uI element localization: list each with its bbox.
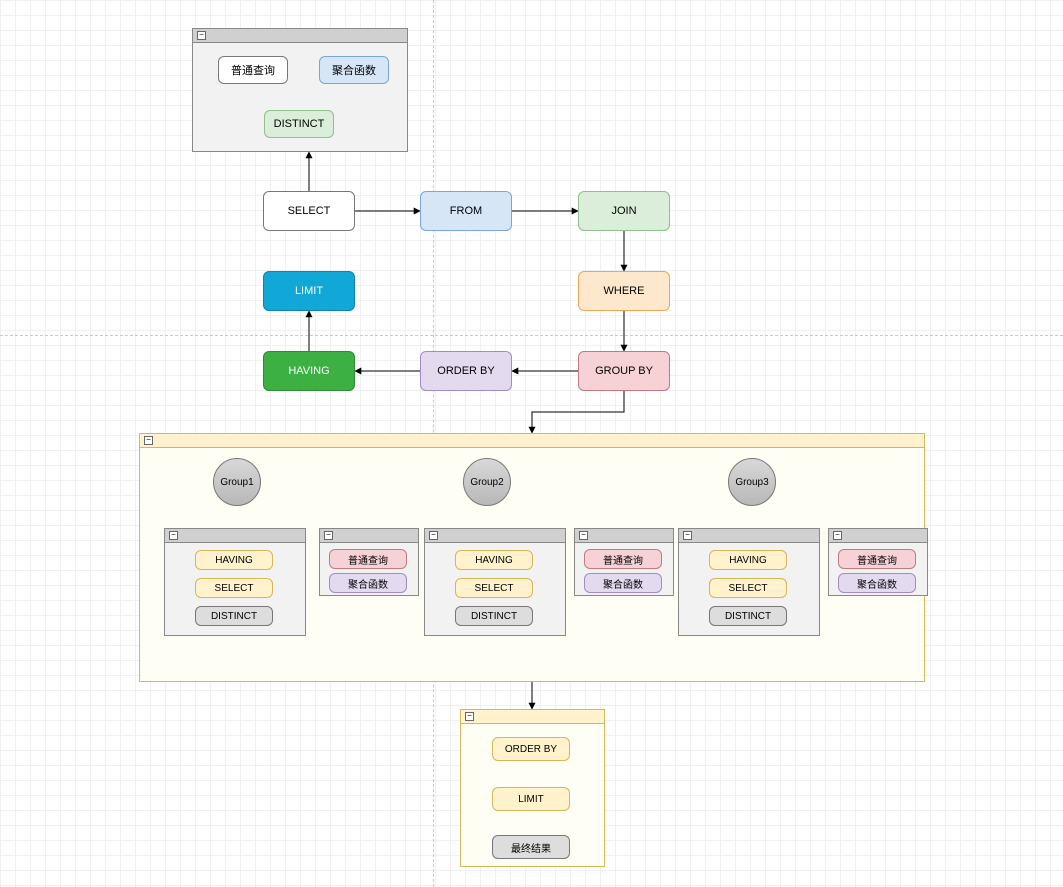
node-label: DISTINCT (471, 611, 517, 622)
node-bot_result[interactable]: 最终结果 (492, 835, 570, 859)
panel-titlebar: − (193, 29, 407, 43)
panel-titlebar: − (320, 529, 418, 543)
node-where[interactable]: WHERE (578, 271, 670, 311)
node-label: SELECT (729, 583, 768, 594)
node-label: WHERE (604, 285, 645, 297)
node-label: SELECT (288, 205, 331, 217)
node-g1_select[interactable]: SELECT (195, 578, 273, 598)
node-g3_having[interactable]: HAVING (709, 550, 787, 570)
node-label: HAVING (288, 365, 329, 377)
node-label: 聚合函数 (603, 576, 643, 591)
collapse-icon[interactable]: − (169, 531, 178, 540)
node-g2_select[interactable]: SELECT (455, 578, 533, 598)
node-select[interactable]: SELECT (263, 191, 355, 231)
collapse-icon[interactable]: − (833, 531, 842, 540)
group3-circle[interactable]: Group3 (728, 458, 776, 506)
node-g3_select[interactable]: SELECT (709, 578, 787, 598)
node-label: LIMIT (518, 794, 544, 805)
group2-circle[interactable]: Group2 (463, 458, 511, 506)
node-label: HAVING (215, 555, 253, 566)
group3-label: Group3 (735, 477, 768, 488)
node-g3_normal[interactable]: 普通查询 (838, 549, 916, 569)
node-limit[interactable]: LIMIT (263, 271, 355, 311)
panel-titlebar: − (575, 529, 673, 543)
group2-label: Group2 (470, 477, 503, 488)
collapse-icon[interactable]: − (683, 531, 692, 540)
node-label: 普通查询 (231, 62, 275, 78)
panel-titlebar: − (165, 529, 305, 543)
group1-circle[interactable]: Group1 (213, 458, 261, 506)
node-label: GROUP BY (595, 365, 653, 377)
node-label: 最终结果 (511, 840, 551, 855)
diagram-canvas[interactable]: − − − − − − − − − Group1 Group2 Group3 普… (0, 0, 1063, 887)
node-bot_orderby[interactable]: ORDER BY (492, 737, 570, 761)
panel-titlebar: − (425, 529, 565, 543)
node-g3_distinct[interactable]: DISTINCT (709, 606, 787, 626)
node-g3_agg[interactable]: 聚合函数 (838, 573, 916, 593)
collapse-icon[interactable]: − (144, 436, 153, 445)
node-orderby[interactable]: ORDER BY (420, 351, 512, 391)
node-g1_distinct[interactable]: DISTINCT (195, 606, 273, 626)
node-top_normal[interactable]: 普通查询 (218, 56, 288, 84)
node-label: DISTINCT (211, 611, 257, 622)
node-from[interactable]: FROM (420, 191, 512, 231)
node-label: JOIN (611, 205, 636, 217)
node-g2_having[interactable]: HAVING (455, 550, 533, 570)
node-label: LIMIT (295, 285, 323, 297)
node-g1_having[interactable]: HAVING (195, 550, 273, 570)
collapse-icon[interactable]: − (429, 531, 438, 540)
panel-titlebar: − (679, 529, 819, 543)
node-having[interactable]: HAVING (263, 351, 355, 391)
node-label: HAVING (475, 555, 513, 566)
node-join[interactable]: JOIN (578, 191, 670, 231)
collapse-icon[interactable]: − (324, 531, 333, 540)
collapse-icon[interactable]: − (197, 31, 206, 40)
node-top_distinct[interactable]: DISTINCT (264, 110, 334, 138)
node-label: 聚合函数 (332, 62, 376, 78)
panel-titlebar: − (140, 434, 924, 448)
panel-titlebar: − (829, 529, 927, 543)
node-label: HAVING (729, 555, 767, 566)
node-g2_distinct[interactable]: DISTINCT (455, 606, 533, 626)
node-label: 普通查询 (603, 552, 643, 567)
node-label: SELECT (475, 583, 514, 594)
node-g2_normal[interactable]: 普通查询 (584, 549, 662, 569)
node-label: 普通查询 (348, 552, 388, 567)
node-label: ORDER BY (437, 365, 494, 377)
node-g1_normal[interactable]: 普通查询 (329, 549, 407, 569)
panel-titlebar: − (461, 710, 604, 724)
node-label: SELECT (215, 583, 254, 594)
node-label: FROM (450, 205, 482, 217)
collapse-icon[interactable]: − (579, 531, 588, 540)
node-top_aggregate[interactable]: 聚合函数 (319, 56, 389, 84)
node-label: DISTINCT (725, 611, 771, 622)
collapse-icon[interactable]: − (465, 712, 474, 721)
node-label: 普通查询 (857, 552, 897, 567)
group1-label: Group1 (220, 477, 253, 488)
node-label: 聚合函数 (857, 576, 897, 591)
node-bot_limit[interactable]: LIMIT (492, 787, 570, 811)
node-label: ORDER BY (505, 744, 557, 755)
node-groupby[interactable]: GROUP BY (578, 351, 670, 391)
node-g2_agg[interactable]: 聚合函数 (584, 573, 662, 593)
node-label: 聚合函数 (348, 576, 388, 591)
node-label: DISTINCT (274, 118, 325, 130)
node-g1_agg[interactable]: 聚合函数 (329, 573, 407, 593)
